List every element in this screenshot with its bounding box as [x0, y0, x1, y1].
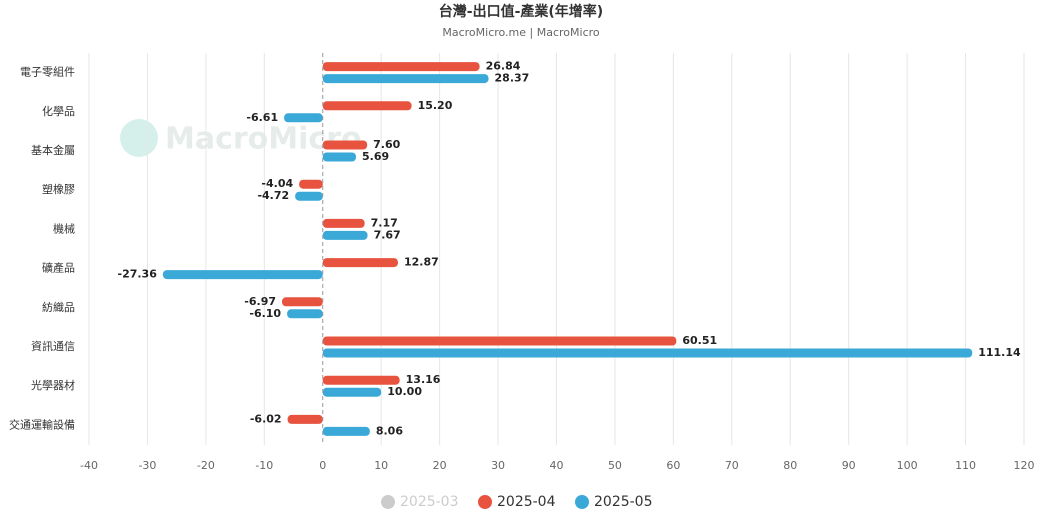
- x-tick-label: 50: [608, 459, 622, 472]
- x-tick-label: 110: [955, 459, 976, 472]
- x-tick-label: 80: [783, 459, 797, 472]
- bar: [162, 270, 323, 280]
- legend-item[interactable]: 2025-03: [381, 494, 459, 510]
- y-tick-label: 基本金屬: [31, 143, 75, 157]
- data-label: 10.00: [387, 385, 422, 398]
- data-label: 111.14: [978, 346, 1021, 359]
- legend-swatch: [381, 495, 395, 509]
- legend-swatch: [575, 495, 589, 509]
- legend-swatch: [478, 495, 492, 509]
- x-tick-label: 100: [897, 459, 918, 472]
- legend-item[interactable]: 2025-04: [478, 494, 556, 510]
- x-tick-label: 90: [842, 459, 856, 472]
- data-label: 13.16: [406, 373, 441, 386]
- y-tick-label: 紡織品: [42, 300, 75, 314]
- data-label: 7.17: [371, 216, 398, 229]
- data-label: -4.72: [257, 189, 289, 202]
- x-tick-label: -30: [138, 459, 156, 472]
- x-tick-label: 20: [433, 459, 447, 472]
- chart-title: 台灣-出口值-產業(年增率): [439, 3, 603, 20]
- bar: [284, 113, 323, 123]
- x-tick-label: 120: [1014, 459, 1035, 472]
- bar: [287, 414, 323, 424]
- x-tick-label: 0: [319, 459, 326, 472]
- data-label: 7.67: [374, 228, 401, 241]
- bar: [295, 191, 323, 201]
- legend-label: 2025-05: [594, 494, 653, 510]
- bar: [299, 179, 323, 189]
- chart-subtitle: MacroMicro.me | MacroMicro: [442, 26, 600, 39]
- legend-label: 2025-04: [497, 494, 556, 510]
- watermark: MacroMicro: [165, 122, 362, 157]
- data-label: 8.06: [376, 424, 403, 437]
- bar: [322, 426, 370, 436]
- bar: [322, 387, 382, 397]
- data-label: -6.61: [246, 111, 278, 124]
- data-label: 5.69: [362, 150, 389, 163]
- x-tick-label: -40: [80, 459, 98, 472]
- bar: [322, 140, 368, 150]
- bar: [322, 258, 398, 268]
- bar: [282, 297, 323, 307]
- data-label: 12.87: [404, 256, 439, 269]
- watermark-logo: [120, 119, 158, 157]
- data-label: -6.10: [249, 307, 281, 320]
- y-tick-label: 化學品: [42, 104, 75, 118]
- x-tick-label: 40: [550, 459, 564, 472]
- bar: [322, 375, 400, 385]
- y-tick-label: 礦產品: [42, 261, 75, 275]
- y-tick-label: 電子零組件: [20, 66, 75, 79]
- bar: [322, 230, 368, 240]
- x-tick-label: 10: [374, 459, 388, 472]
- bar: [322, 336, 677, 346]
- x-tick-label: 70: [725, 459, 739, 472]
- y-tick-label: 機械: [53, 221, 75, 235]
- bar: [322, 348, 973, 358]
- y-tick-label: 資訊通信: [31, 339, 75, 353]
- data-label: 7.60: [373, 138, 400, 151]
- y-tick-label: 塑橡膠: [42, 182, 75, 196]
- bar: [322, 74, 489, 84]
- bar: [322, 101, 412, 111]
- x-tick-label: 60: [666, 459, 680, 472]
- data-label: 26.84: [486, 60, 521, 73]
- y-tick-label: 光學器材: [31, 378, 75, 392]
- bar: [322, 62, 480, 72]
- data-label: 15.20: [418, 99, 453, 112]
- x-tick-label: 30: [491, 459, 505, 472]
- data-label: 28.37: [495, 72, 530, 85]
- legend-item[interactable]: 2025-05: [575, 494, 653, 510]
- y-tick-label: 交通運輸設備: [9, 417, 75, 431]
- data-label: 60.51: [682, 334, 717, 347]
- data-label: -6.97: [244, 295, 276, 308]
- data-label: -4.04: [261, 177, 293, 190]
- bar: [322, 218, 365, 228]
- x-tick-label: -20: [197, 459, 215, 472]
- bar: [322, 152, 357, 162]
- legend-label: 2025-03: [400, 494, 459, 510]
- x-tick-label: -10: [255, 459, 273, 472]
- data-label: -27.36: [118, 268, 158, 281]
- bar: [287, 309, 323, 319]
- data-label: -6.02: [250, 412, 282, 425]
